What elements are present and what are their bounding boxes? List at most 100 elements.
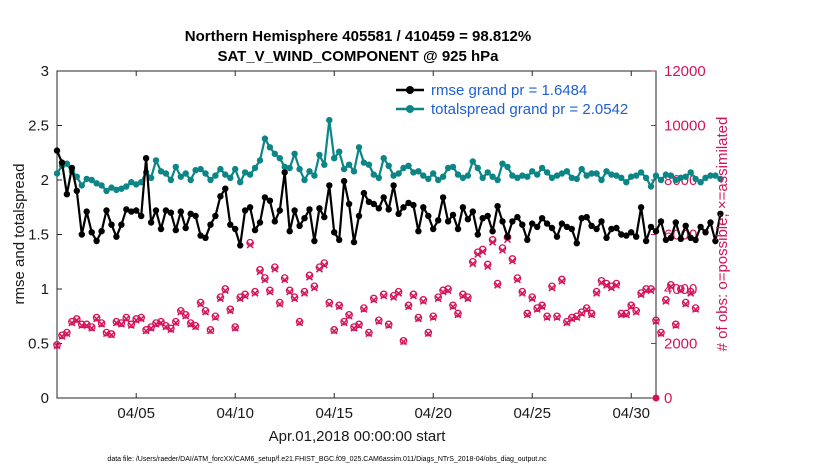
obs-possible-point [171,317,180,326]
totalspread-point [474,164,481,172]
totalspread-point [633,172,640,179]
obs-possible-point [518,287,527,296]
y-left-tick-label: 1.5 [28,227,49,244]
obs-possible-point [345,311,353,319]
obs-possible-point [132,315,141,323]
obs-possible-point [63,328,71,337]
totalspread-point [187,176,194,184]
obs-assimilated-point [137,315,145,323]
y-right-tick-label: 0 [664,390,672,407]
rmse-point [133,207,140,214]
obs-possible-point [483,260,492,269]
rmse-point [439,194,447,201]
obs-possible-point [632,306,641,315]
rmse-point [232,225,239,233]
rmse-point [608,225,615,233]
obs-possible-point [691,304,700,312]
obs-possible-point [652,316,660,325]
totalspread-point [519,172,526,179]
obs-assimilated-point [122,315,130,323]
totalspread-point [167,176,175,184]
totalspread-point [717,175,724,183]
rmse-point [286,228,293,235]
totalspread-point [647,183,655,190]
totalspread-point [241,169,249,176]
rmse-point [108,221,115,228]
obs-possible-point [157,317,165,326]
rmse-point [147,219,155,226]
obs-possible-point [384,320,393,329]
totalspread-point [202,170,209,177]
obs-assimilated-point [682,300,690,308]
x-axis-label: Apr.01,2018 00:00:00 start [269,428,447,445]
totalspread-point [464,172,472,179]
rmse-point [444,218,452,225]
totalspread-point [345,161,353,168]
legend: rmse grand pr = 1.6484 totalspread grand… [396,82,628,118]
totalspread-point [276,155,283,162]
rmse-point [667,234,675,241]
obs-possible-point [662,296,670,304]
totalspread-point [543,169,551,176]
obs-assimilated-point [494,281,502,289]
rmse-point [301,215,308,222]
obs-possible-point [266,286,274,295]
obs-possible-point [107,330,116,338]
totalspread-point [286,164,293,172]
rmse-point [707,219,714,226]
obs-possible-point [686,287,695,296]
obs-possible-point [548,282,556,291]
obs-assimilated-point [201,308,210,316]
rmse-point [583,213,590,221]
obs-possible-point [538,301,546,310]
totalspread-point [177,173,184,180]
totalspread-point [266,144,274,151]
totalspread-point [672,176,679,184]
x-tick-label: 04/05 [117,405,155,422]
totalspread-point [246,171,254,178]
totalspread-point [152,157,160,164]
totalspread-point [657,176,665,184]
rmse-point [603,234,610,241]
totalspread-point [677,174,684,181]
rmse-point [514,213,521,221]
totalspread-point [588,170,595,177]
x-axis: 04/05 04/10 04/15 04/20 04/25 04/30 [117,71,650,422]
obs-assimilated-point [667,283,675,291]
totalspread-point [316,151,323,159]
obs-possible-point [493,279,502,288]
rmse-point [459,204,467,211]
totalspread-point [157,168,165,175]
rmse-point [128,208,135,215]
totalspread-point [667,172,675,179]
obs-assimilated-point [612,281,620,289]
totalspread-point [494,176,501,184]
totalspread-point [637,169,645,176]
obs-possible-point [449,301,457,310]
obs-assimilated-point [172,319,180,327]
rmse-point [420,204,427,211]
totalspread-point [390,172,397,179]
rmse-point [578,215,585,222]
obs-assimilated-point [221,287,229,295]
obs-possible-point [335,301,344,310]
totalspread-point [410,169,417,176]
totalspread-point [553,172,561,179]
obs-possible-point [622,309,631,318]
rmse-series [53,147,724,249]
y-left-tick-label: 2.5 [28,118,49,135]
obs-assimilated-point [211,313,219,322]
rmse-point [380,194,387,201]
obs-possible-point [464,293,472,302]
rmse-point [350,238,358,246]
rmse-point [464,216,472,223]
obs-possible-point [657,328,665,337]
obs-possible-point [528,293,537,302]
rmse-point [435,217,442,224]
rmse-point [157,225,165,233]
obs-possible-point [181,311,190,319]
y-axis-right-label: # of obs: o=possible; ×=assimilated [714,117,731,352]
totalspread-point [702,174,709,181]
totalspread-point [568,174,575,181]
obs-assimilated-point [489,238,497,246]
